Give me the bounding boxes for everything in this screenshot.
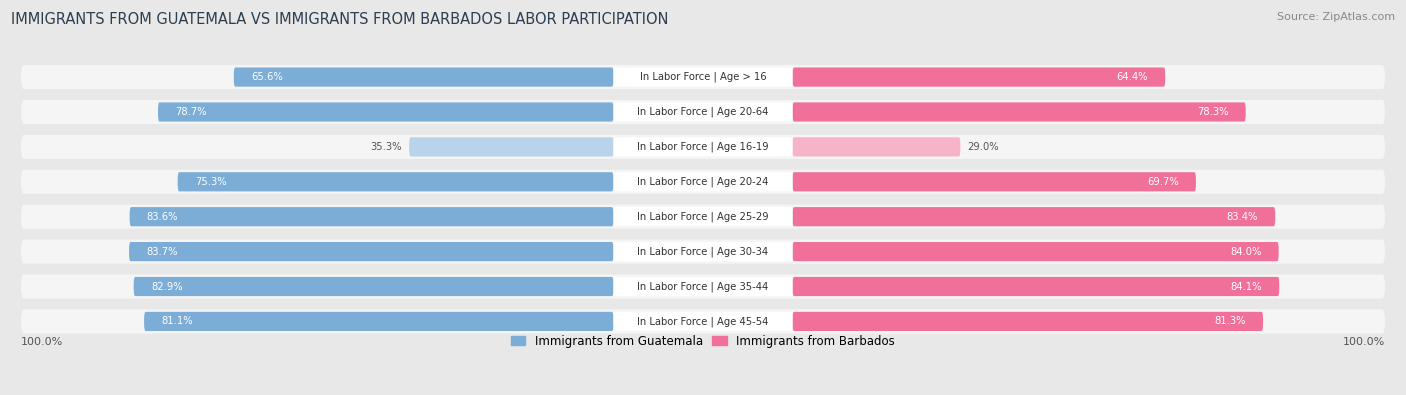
FancyBboxPatch shape xyxy=(21,275,1385,299)
Text: In Labor Force | Age 45-54: In Labor Force | Age 45-54 xyxy=(637,316,769,327)
FancyBboxPatch shape xyxy=(129,207,613,226)
FancyBboxPatch shape xyxy=(613,242,793,261)
FancyBboxPatch shape xyxy=(21,100,1385,124)
Text: 29.0%: 29.0% xyxy=(967,142,998,152)
FancyBboxPatch shape xyxy=(793,172,1197,192)
Text: 69.7%: 69.7% xyxy=(1147,177,1178,187)
FancyBboxPatch shape xyxy=(233,68,613,87)
FancyBboxPatch shape xyxy=(613,277,793,296)
FancyBboxPatch shape xyxy=(613,312,793,331)
Text: IMMIGRANTS FROM GUATEMALA VS IMMIGRANTS FROM BARBADOS LABOR PARTICIPATION: IMMIGRANTS FROM GUATEMALA VS IMMIGRANTS … xyxy=(11,12,669,27)
FancyBboxPatch shape xyxy=(409,137,613,156)
Text: 64.4%: 64.4% xyxy=(1116,72,1149,82)
Text: In Labor Force | Age 30-34: In Labor Force | Age 30-34 xyxy=(637,246,769,257)
FancyBboxPatch shape xyxy=(21,65,1385,89)
Text: 100.0%: 100.0% xyxy=(1343,337,1385,346)
FancyBboxPatch shape xyxy=(793,312,1263,331)
Text: 75.3%: 75.3% xyxy=(195,177,226,187)
Text: 35.3%: 35.3% xyxy=(371,142,402,152)
FancyBboxPatch shape xyxy=(21,309,1385,333)
FancyBboxPatch shape xyxy=(793,102,1246,122)
FancyBboxPatch shape xyxy=(21,239,1385,263)
FancyBboxPatch shape xyxy=(134,277,613,296)
Text: 100.0%: 100.0% xyxy=(21,337,63,346)
Text: 81.1%: 81.1% xyxy=(162,316,193,326)
FancyBboxPatch shape xyxy=(613,207,793,226)
Text: In Labor Force | Age 20-24: In Labor Force | Age 20-24 xyxy=(637,177,769,187)
Text: 81.3%: 81.3% xyxy=(1215,316,1246,326)
FancyBboxPatch shape xyxy=(793,137,960,156)
Text: In Labor Force | Age 25-29: In Labor Force | Age 25-29 xyxy=(637,211,769,222)
FancyBboxPatch shape xyxy=(177,172,613,192)
FancyBboxPatch shape xyxy=(21,135,1385,159)
FancyBboxPatch shape xyxy=(613,172,793,192)
FancyBboxPatch shape xyxy=(613,68,793,87)
FancyBboxPatch shape xyxy=(21,170,1385,194)
Text: 84.0%: 84.0% xyxy=(1230,246,1261,257)
Text: 78.7%: 78.7% xyxy=(176,107,207,117)
FancyBboxPatch shape xyxy=(613,102,793,122)
Text: In Labor Force | Age 20-64: In Labor Force | Age 20-64 xyxy=(637,107,769,117)
Text: In Labor Force | Age 16-19: In Labor Force | Age 16-19 xyxy=(637,142,769,152)
FancyBboxPatch shape xyxy=(143,312,613,331)
Text: In Labor Force | Age 35-44: In Labor Force | Age 35-44 xyxy=(637,281,769,292)
FancyBboxPatch shape xyxy=(129,242,613,261)
FancyBboxPatch shape xyxy=(793,68,1166,87)
Text: 65.6%: 65.6% xyxy=(252,72,283,82)
Text: 83.6%: 83.6% xyxy=(146,212,179,222)
Text: 83.7%: 83.7% xyxy=(146,246,177,257)
Legend: Immigrants from Guatemala, Immigrants from Barbados: Immigrants from Guatemala, Immigrants fr… xyxy=(512,335,894,348)
Text: 84.1%: 84.1% xyxy=(1230,282,1263,292)
FancyBboxPatch shape xyxy=(793,277,1279,296)
Text: 78.3%: 78.3% xyxy=(1197,107,1229,117)
FancyBboxPatch shape xyxy=(157,102,613,122)
Text: 82.9%: 82.9% xyxy=(150,282,183,292)
FancyBboxPatch shape xyxy=(613,137,793,156)
FancyBboxPatch shape xyxy=(21,205,1385,229)
Text: 83.4%: 83.4% xyxy=(1226,212,1258,222)
FancyBboxPatch shape xyxy=(793,207,1275,226)
Text: In Labor Force | Age > 16: In Labor Force | Age > 16 xyxy=(640,72,766,82)
Text: Source: ZipAtlas.com: Source: ZipAtlas.com xyxy=(1277,12,1395,22)
FancyBboxPatch shape xyxy=(793,242,1278,261)
